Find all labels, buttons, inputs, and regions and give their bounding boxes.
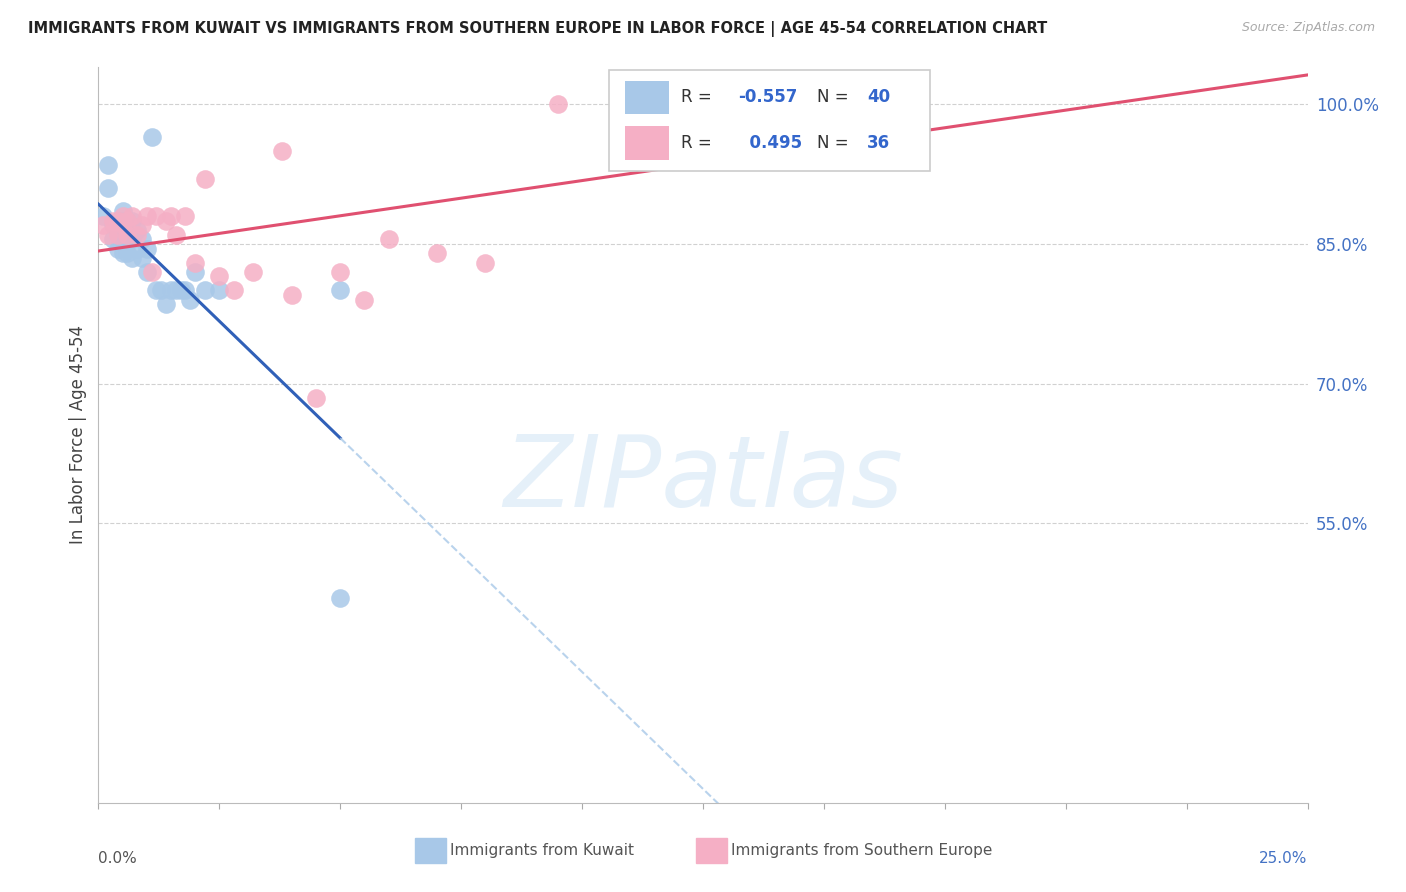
Point (111, 223, 134, 237)
Point (131, 232, 153, 246)
Point (117, 232, 139, 246)
Point (97, 158, 120, 172)
Point (329, 265, 352, 279)
Point (184, 265, 207, 279)
Point (117, 246, 139, 260)
Point (101, 232, 124, 246)
Point (155, 297, 177, 311)
Point (271, 144, 294, 158)
Point (141, 265, 163, 279)
Text: Immigrants from Kuwait: Immigrants from Kuwait (450, 844, 634, 858)
Point (127, 242, 149, 256)
Y-axis label: In Labor Force | Age 45-54: In Labor Force | Age 45-54 (69, 326, 87, 544)
Point (127, 223, 149, 237)
Point (174, 284, 197, 298)
Point (377, 232, 399, 246)
Point (117, 223, 139, 237)
Point (194, 171, 217, 186)
Point (184, 255, 207, 269)
Point (242, 265, 264, 279)
Text: Source: ZipAtlas.com: Source: ZipAtlas.com (1241, 21, 1375, 34)
Point (860, 97, 883, 112)
Point (111, 246, 134, 260)
Point (107, 227, 129, 242)
Point (474, 255, 496, 269)
Point (145, 284, 167, 298)
Point (169, 284, 191, 298)
Point (281, 288, 304, 302)
Point (165, 284, 187, 298)
Point (97, 227, 120, 242)
Point (174, 209, 197, 223)
Point (117, 213, 139, 227)
Text: 0.0%: 0.0% (98, 851, 138, 865)
Text: IMMIGRANTS FROM KUWAIT VS IMMIGRANTS FROM SOUTHERN EUROPE IN LABOR FORCE | AGE 4: IMMIGRANTS FROM KUWAIT VS IMMIGRANTS FRO… (28, 21, 1047, 37)
Point (160, 209, 183, 223)
Point (111, 213, 134, 227)
Point (208, 269, 231, 284)
Point (111, 204, 134, 219)
Point (107, 223, 129, 237)
Point (111, 209, 134, 223)
Point (101, 219, 124, 233)
Point (91, 219, 114, 233)
Point (135, 242, 157, 256)
Point (107, 213, 129, 227)
Point (222, 284, 245, 298)
Point (111, 219, 134, 233)
Point (165, 227, 187, 242)
Point (155, 213, 177, 227)
Point (107, 242, 129, 256)
Text: 25.0%: 25.0% (1260, 851, 1308, 865)
Point (117, 227, 139, 242)
Point (121, 232, 143, 246)
Point (305, 391, 328, 405)
Point (135, 265, 157, 279)
Point (194, 284, 217, 298)
Point (101, 213, 124, 227)
Point (97, 181, 120, 195)
Point (127, 227, 149, 242)
Point (668, 97, 690, 112)
Point (131, 219, 153, 233)
Point (426, 246, 449, 260)
Point (329, 284, 352, 298)
Point (145, 209, 167, 223)
Point (353, 293, 375, 307)
Point (329, 591, 352, 605)
Text: ZIPatlas: ZIPatlas (503, 431, 903, 527)
Point (121, 209, 143, 223)
Point (135, 209, 157, 223)
Point (547, 97, 569, 112)
Point (111, 232, 134, 246)
Point (131, 251, 153, 265)
Point (117, 213, 139, 227)
Point (179, 293, 201, 307)
Point (141, 129, 163, 144)
Point (121, 251, 143, 265)
Point (107, 213, 129, 227)
Point (121, 213, 143, 227)
Point (91, 209, 114, 223)
Point (150, 284, 173, 298)
Text: Immigrants from Southern Europe: Immigrants from Southern Europe (731, 844, 993, 858)
Point (160, 284, 183, 298)
Point (208, 284, 231, 298)
Point (765, 97, 787, 112)
